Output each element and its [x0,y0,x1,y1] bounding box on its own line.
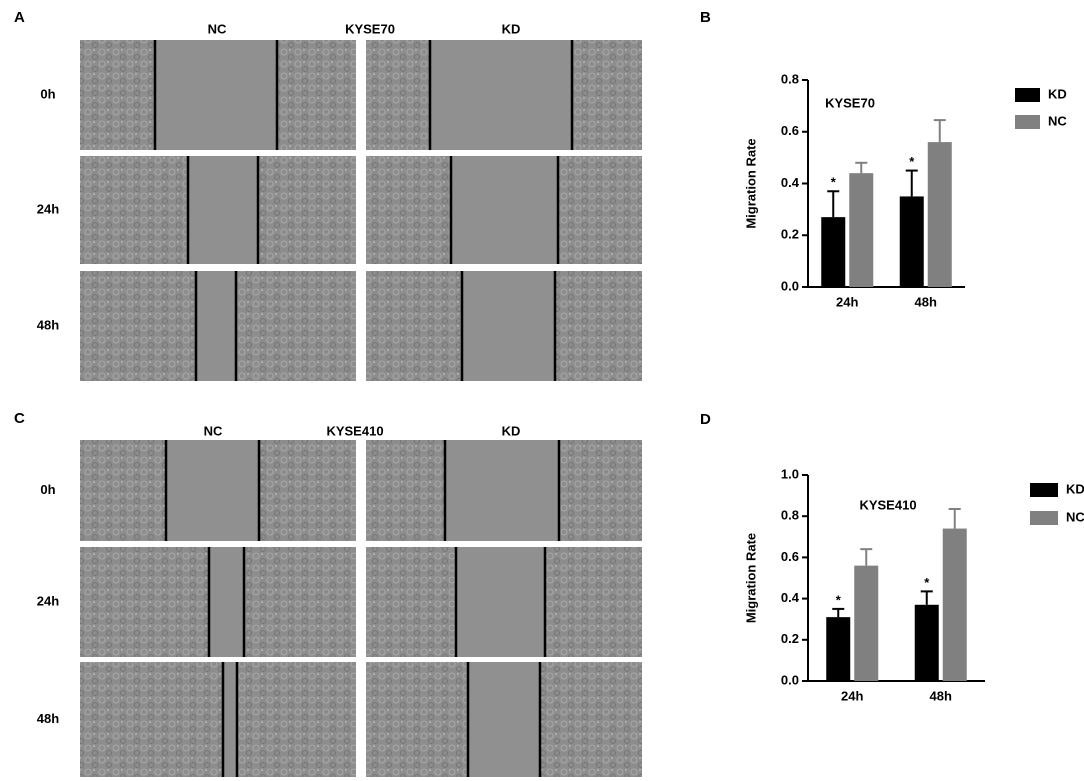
wound-area [430,40,572,150]
panel-label: C [14,410,25,427]
legend-label: KD [1048,86,1067,101]
y-tick-label: 0.8 [781,508,799,523]
row-label: 48h [37,711,59,726]
column-label: NC [208,21,227,36]
y-tick-label: 0.0 [781,278,799,293]
wound-area [462,271,555,381]
wound-area [166,440,259,541]
significance: * [831,175,837,190]
x-tick-label: 24h [841,688,863,703]
legend-swatch [1015,88,1040,102]
panel-label: D [700,411,711,428]
row-label: 24h [37,201,59,216]
y-axis-label: Migration Rate [743,138,758,228]
y-tick-label: 0.8 [781,71,799,86]
row-label: 0h [40,482,55,497]
wound-area [155,40,277,150]
legend-label: NC [1066,509,1084,524]
chart-title: KYSE70 [825,95,875,110]
bar [821,217,846,287]
wound-area [223,662,237,777]
y-tick-label: 0.6 [781,123,799,138]
y-tick-label: 0.0 [781,672,799,687]
row-label: 0h [40,86,55,101]
wound-area [445,440,559,541]
y-tick-label: 0.2 [781,227,799,242]
significance: * [924,575,930,590]
bar [854,565,879,681]
panel-label: B [700,9,711,26]
wound-area [196,271,236,381]
x-tick-label: 24h [836,294,858,309]
column-label: KD [502,21,521,36]
y-tick-label: 0.6 [781,549,799,564]
legend-label: KD [1066,481,1084,496]
column-label: KYSE70 [345,21,395,36]
bar [942,528,967,681]
chart-title: KYSE410 [859,497,916,512]
column-label: KD [502,423,521,438]
wound-area [209,547,244,657]
y-tick-label: 0.4 [781,175,800,190]
y-axis-label: Migration Rate [743,533,758,623]
panel-label: A [14,9,25,26]
legend-label: NC [1048,113,1067,128]
x-tick-label: 48h [930,688,952,703]
x-tick-label: 48h [915,294,937,309]
bar [914,604,939,681]
wound-area [468,662,540,777]
micrograph [80,662,356,777]
wound-area [451,156,558,264]
legend-swatch [1030,511,1058,525]
column-label: NC [204,423,223,438]
wound-area [188,156,258,264]
legend-swatch [1030,483,1058,497]
row-label: 24h [37,593,59,608]
row-label: 48h [37,317,59,332]
column-label: KYSE410 [326,423,383,438]
y-tick-label: 0.2 [781,631,799,646]
bar [826,617,851,681]
y-tick-label: 1.0 [781,466,799,481]
significance: * [909,154,915,169]
bar [849,173,874,287]
significance: * [836,592,842,607]
bar [899,196,924,287]
y-tick-label: 0.4 [781,590,800,605]
bar [927,142,952,287]
legend-swatch [1015,115,1040,129]
wound-area [456,547,545,657]
